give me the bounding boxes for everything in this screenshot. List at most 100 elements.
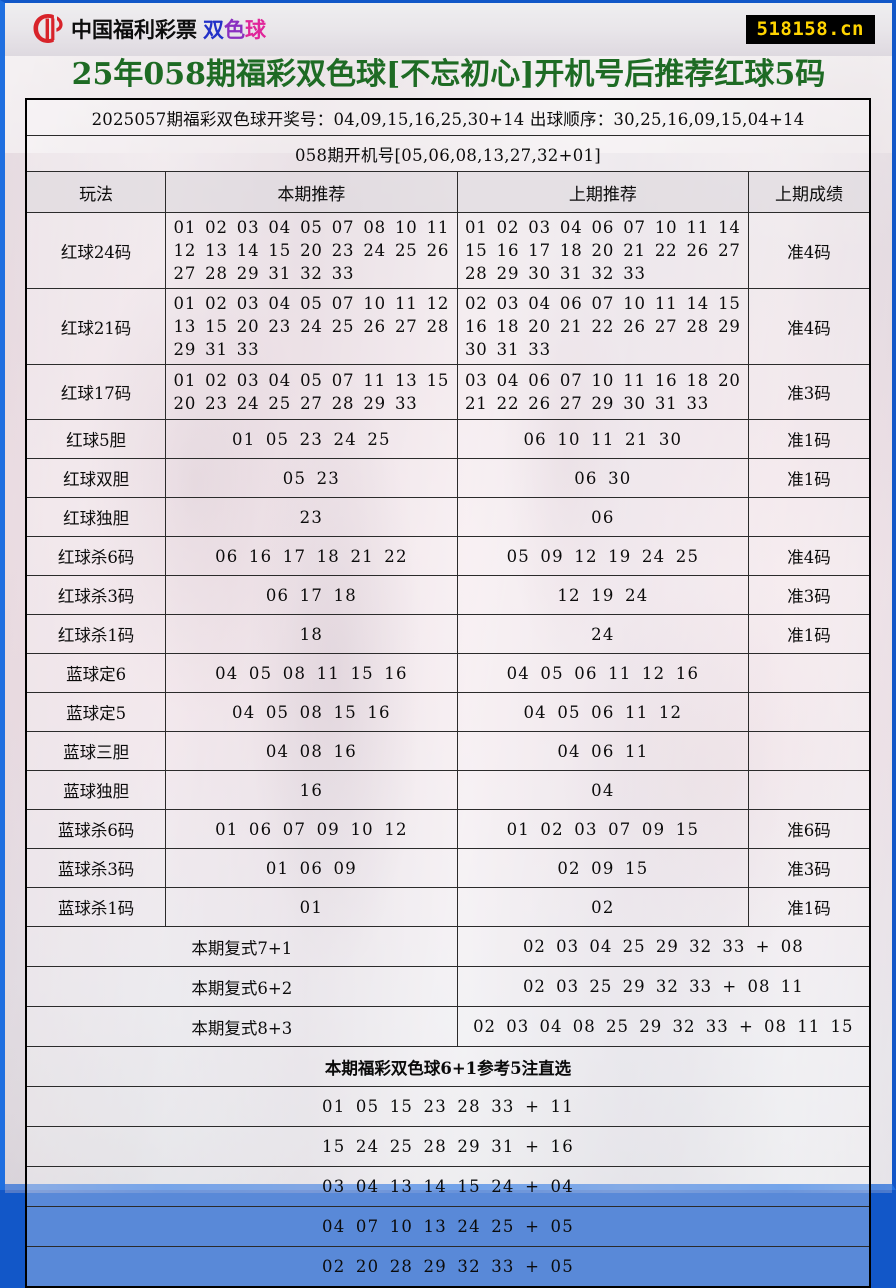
play-name-cell: 红球17码 xyxy=(25,364,167,420)
column-header-score: 上期成绩 xyxy=(748,171,871,213)
draw-result-line: 2025057期福彩双色球开奖号：04,09,15,16,25,30+14 出球… xyxy=(25,98,871,136)
current-numbers: 16 xyxy=(299,780,324,800)
previous-recommend-cell: 02 xyxy=(456,887,750,927)
previous-recommend-cell: 01 02 03 04 06 07 10 11 14 15 16 17 18 2… xyxy=(456,212,750,289)
previous-numbers: 06 10 11 21 30 xyxy=(523,429,683,449)
table-row: 蓝球杀1码 01 02 准1码 xyxy=(25,887,871,927)
previous-score-cell: 准1码 xyxy=(748,419,871,459)
play-name-cell: 红球21码 xyxy=(25,288,167,365)
table-row: 红球17码 01 02 03 04 05 07 11 13 15 20 23 24… xyxy=(25,364,871,420)
previous-score-cell: 准1码 xyxy=(748,614,871,654)
current-numbers: 23 xyxy=(299,507,324,527)
previous-numbers: 04 xyxy=(591,780,615,800)
zhixuan-row: 04 07 10 13 24 25 + 05 xyxy=(25,1206,871,1247)
previous-score-cell: 准4码 xyxy=(748,536,871,576)
current-recommend-cell: 01 05 23 24 25 xyxy=(165,419,458,459)
fushi-value-cell: 02 03 04 08 25 29 32 33 + 08 11 15 xyxy=(456,1006,871,1047)
previous-score-cell: 准3码 xyxy=(748,848,871,888)
table-row: 蓝球三胆 04 08 16 04 06 11 xyxy=(25,731,871,771)
previous-score-cell xyxy=(748,770,871,810)
current-numbers: 18 xyxy=(299,624,324,644)
previous-score-cell xyxy=(748,653,871,693)
site-banner: 中国福利彩票 双色球 518158.cn xyxy=(5,3,892,56)
previous-numbers: 02 09 15 xyxy=(557,858,649,878)
play-name-cell: 红球双胆 xyxy=(25,458,167,498)
table-row: 蓝球定5 04 05 08 15 16 04 05 06 11 12 xyxy=(25,692,871,732)
prediction-table-body: 2025057期福彩双色球开奖号：04,09,15,16,25,30+14 出球… xyxy=(25,98,871,1288)
play-name-cell: 红球独胆 xyxy=(25,497,167,537)
current-recommend-cell: 04 05 08 15 16 xyxy=(165,692,458,732)
play-name-cell: 红球杀6码 xyxy=(25,536,167,576)
zhixuan-row: 03 04 13 14 15 24 + 04 xyxy=(25,1166,871,1207)
current-numbers: 01 02 03 04 05 07 10 11 12 13 15 20 23 2… xyxy=(173,294,450,359)
previous-numbers: 02 03 04 06 07 10 11 14 15 16 18 20 21 2… xyxy=(465,294,741,359)
play-name-cell: 红球杀3码 xyxy=(25,575,167,615)
zhixuan-numbers-cell: 03 04 13 14 15 24 + 04 xyxy=(25,1166,871,1207)
previous-recommend-cell: 04 05 06 11 12 16 xyxy=(456,653,750,693)
previous-score-cell: 准3码 xyxy=(748,364,871,420)
zhixuan-numbers-cell: 02 20 28 29 32 33 + 05 xyxy=(25,1246,871,1288)
previous-recommend-cell: 04 06 11 xyxy=(456,731,750,771)
logo-text-welfare: 中国福利彩票 xyxy=(71,18,197,42)
previous-numbers: 06 30 xyxy=(574,468,632,488)
previous-recommend-cell: 06 10 11 21 30 xyxy=(456,419,750,459)
fushi-value-cell: 02 03 04 25 29 32 33 + 08 xyxy=(456,926,871,967)
fushi-label-cell: 本期复式8+3 xyxy=(25,1006,458,1047)
previous-numbers: 03 04 06 07 10 11 16 18 20 21 22 26 27 2… xyxy=(465,371,741,413)
current-recommend-cell: 01 02 03 04 05 07 08 10 11 12 13 14 15 2… xyxy=(165,212,458,289)
fushi-label-cell: 本期复式7+1 xyxy=(25,926,458,967)
previous-numbers: 12 19 24 xyxy=(557,585,649,605)
current-numbers: 01 02 03 04 05 07 11 13 15 20 23 24 25 2… xyxy=(173,371,450,413)
previous-numbers: 04 05 06 11 12 16 xyxy=(506,663,700,683)
site-url-badge[interactable]: 518158.cn xyxy=(745,15,875,44)
previous-recommend-cell: 01 02 03 07 09 15 xyxy=(456,809,750,849)
info-row-machine: 058期开机号[05,06,08,13,27,32+01] xyxy=(25,135,871,172)
previous-numbers: 01 02 03 04 06 07 10 11 14 15 16 17 18 2… xyxy=(465,218,741,283)
previous-recommend-cell: 04 xyxy=(456,770,750,810)
previous-recommend-cell: 24 xyxy=(456,614,750,654)
current-recommend-cell: 04 05 08 11 15 16 xyxy=(165,653,458,693)
current-numbers: 04 08 16 xyxy=(265,741,357,761)
table-row: 红球24码 01 02 03 04 05 07 08 10 11 12 13 14… xyxy=(25,212,871,289)
current-recommend-cell: 06 17 18 xyxy=(165,575,458,615)
play-name-cell: 蓝球杀1码 xyxy=(25,887,167,927)
play-name-cell: 蓝球杀3码 xyxy=(25,848,167,888)
current-recommend-cell: 01 xyxy=(165,887,458,927)
current-numbers: 06 16 17 18 21 22 xyxy=(215,546,408,566)
column-header-play: 玩法 xyxy=(25,171,167,213)
current-recommend-cell: 01 02 03 04 05 07 11 13 15 20 23 24 25 2… xyxy=(165,364,458,420)
play-name-cell: 蓝球定5 xyxy=(25,692,167,732)
play-name-cell: 红球24码 xyxy=(25,212,167,289)
logo-text-ssq: 双色球 xyxy=(203,14,266,44)
table-row: 蓝球独胆 16 04 xyxy=(25,770,871,810)
previous-numbers: 04 06 11 xyxy=(557,741,649,761)
play-name-cell: 蓝球定6 xyxy=(25,653,167,693)
previous-numbers: 24 xyxy=(591,624,615,644)
play-name-cell: 红球杀1码 xyxy=(25,614,167,654)
fushi-value-cell: 02 03 25 29 32 33 + 08 11 xyxy=(456,966,871,1007)
zhixuan-row: 01 05 15 23 28 33 + 11 xyxy=(25,1086,871,1127)
table-row: 蓝球定6 04 05 08 11 15 16 04 05 06 11 12 16 xyxy=(25,653,871,693)
current-numbers: 01 06 07 09 10 12 xyxy=(215,819,408,839)
current-recommend-cell: 01 06 09 xyxy=(165,848,458,888)
table-row: 红球5胆 01 05 23 24 25 06 10 11 21 30 准1码 xyxy=(25,419,871,459)
play-name-cell: 蓝球独胆 xyxy=(25,770,167,810)
current-recommend-cell: 23 xyxy=(165,497,458,537)
fushi-label-cell: 本期复式6+2 xyxy=(25,966,458,1007)
column-header-current: 本期推荐 xyxy=(165,171,458,213)
zhixuan-numbers-cell: 01 05 15 23 28 33 + 11 xyxy=(25,1086,871,1127)
previous-numbers: 01 02 03 07 09 15 xyxy=(506,819,700,839)
previous-numbers: 04 05 06 11 12 xyxy=(523,702,683,722)
current-numbers: 01 xyxy=(299,897,324,917)
play-name-cell: 蓝球三胆 xyxy=(25,731,167,771)
site-logo: 中国福利彩票 双色球 xyxy=(31,12,266,46)
table-row: 蓝球杀6码 01 06 07 09 10 12 01 02 03 07 09 15 准… xyxy=(25,809,871,849)
column-header-previous: 上期推荐 xyxy=(456,171,750,213)
current-recommend-cell: 18 xyxy=(165,614,458,654)
page-title: 25年058期福彩双色球[不忘初心]开机号后推荐红球5码 xyxy=(71,57,826,92)
previous-recommend-cell: 04 05 06 11 12 xyxy=(456,692,750,732)
china-welfare-lottery-logo-icon xyxy=(31,12,65,46)
table-header-row: 玩法 本期推荐 上期推荐 上期成绩 xyxy=(25,171,871,213)
previous-recommend-cell: 05 09 12 19 24 25 xyxy=(456,536,750,576)
